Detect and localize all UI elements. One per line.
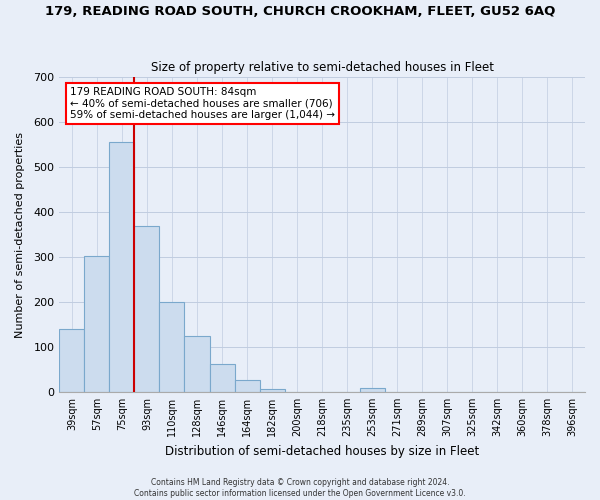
- Bar: [85, 256, 109, 392]
- Bar: [235, 380, 260, 392]
- Bar: [184, 336, 209, 392]
- Title: Size of property relative to semi-detached houses in Fleet: Size of property relative to semi-detach…: [151, 60, 494, 74]
- Bar: [109, 142, 134, 392]
- Text: 179, READING ROAD SOUTH, CHURCH CROOKHAM, FLEET, GU52 6AQ: 179, READING ROAD SOUTH, CHURCH CROOKHAM…: [45, 5, 555, 18]
- Y-axis label: Number of semi-detached properties: Number of semi-detached properties: [15, 132, 25, 338]
- Bar: [209, 364, 235, 392]
- Text: 179 READING ROAD SOUTH: 84sqm
← 40% of semi-detached houses are smaller (706)
59: 179 READING ROAD SOUTH: 84sqm ← 40% of s…: [70, 87, 335, 120]
- Bar: [160, 302, 184, 392]
- Bar: [360, 388, 385, 392]
- Bar: [59, 329, 85, 392]
- Bar: [260, 389, 284, 392]
- X-axis label: Distribution of semi-detached houses by size in Fleet: Distribution of semi-detached houses by …: [165, 444, 479, 458]
- Bar: [134, 226, 160, 392]
- Text: Contains HM Land Registry data © Crown copyright and database right 2024.
Contai: Contains HM Land Registry data © Crown c…: [134, 478, 466, 498]
